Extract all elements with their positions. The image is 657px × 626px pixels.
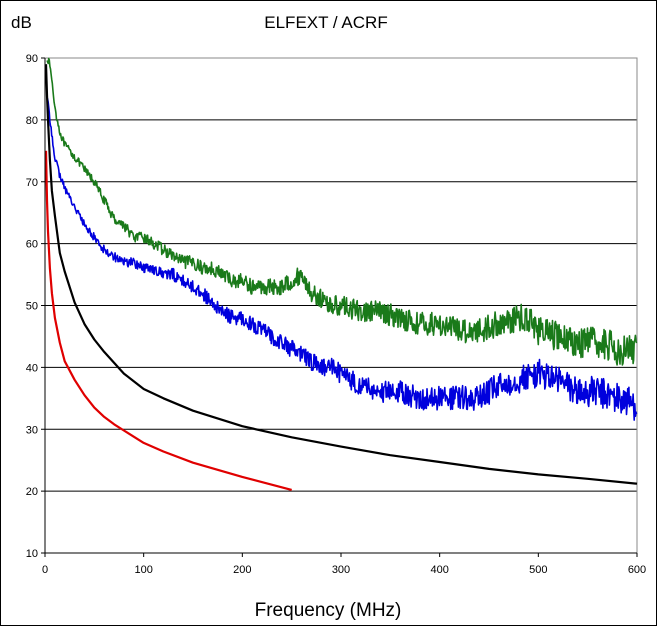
y-tick-label: 80 xyxy=(26,115,38,127)
y-tick-label: 90 xyxy=(26,53,38,65)
x-tick-label: 600 xyxy=(628,564,646,576)
x-tick-label: 500 xyxy=(529,564,547,576)
y-axis-label: dB xyxy=(11,13,32,32)
y-tick-label: 60 xyxy=(26,239,38,251)
y-tick-label: 30 xyxy=(26,424,38,436)
y-tick-label: 40 xyxy=(26,362,38,374)
x-axis-label: Frequency (MHz) xyxy=(255,600,402,621)
x-tick-label: 400 xyxy=(430,564,448,576)
series-line-4 xyxy=(44,150,292,491)
x-tick-label: 0 xyxy=(42,564,48,576)
y-tick-label: 50 xyxy=(26,301,38,313)
series-line-3 xyxy=(44,64,638,485)
chart-title: ELFEXT / ACRF xyxy=(264,13,387,32)
series-group xyxy=(44,57,638,491)
y-tick-label: 20 xyxy=(26,486,38,498)
series-line-2 xyxy=(46,97,638,421)
x-tick-labels: 0 100 200 300 400 500 600 xyxy=(42,553,646,576)
y-tick-labels: 10 20 30 40 50 60 70 80 90 xyxy=(26,53,45,560)
y-tick-label: 10 xyxy=(26,548,38,560)
x-tick-label: 200 xyxy=(233,564,251,576)
y-tick-label: 70 xyxy=(26,177,38,189)
x-tick-label: 100 xyxy=(134,564,152,576)
x-tick-label: 300 xyxy=(332,564,350,576)
series-line-1 xyxy=(46,57,638,366)
